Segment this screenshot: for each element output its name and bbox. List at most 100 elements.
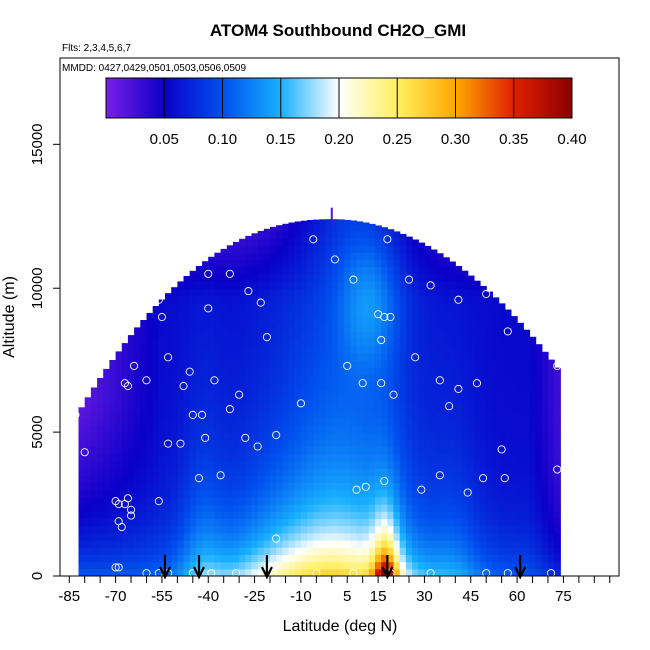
heatmap-cell	[183, 331, 191, 340]
heatmap-cell	[517, 374, 524, 383]
heatmap-cell	[226, 518, 234, 527]
heatmap-cell	[356, 396, 364, 404]
heatmap-cell	[121, 439, 129, 448]
heatmap-cell	[338, 353, 345, 361]
heatmap-cell	[103, 460, 110, 469]
heatmap-cell	[523, 353, 531, 361]
heatmap-cell	[294, 511, 302, 520]
heatmap-cell	[282, 331, 290, 340]
heatmap-cell	[356, 525, 364, 534]
heatmap-cell	[288, 281, 296, 289]
heatmap-cell	[300, 266, 308, 275]
heatmap-cell	[146, 446, 154, 455]
heatmap-cell	[84, 475, 92, 484]
heatmap-cell	[461, 468, 469, 476]
heatmap-cell	[443, 257, 450, 261]
heatmap-cell	[313, 309, 320, 318]
heatmap-cell	[90, 532, 98, 541]
heatmap-cell	[350, 504, 358, 512]
heatmap-cell	[245, 518, 253, 527]
heatmap-cell	[300, 259, 308, 268]
heatmap-cell	[510, 338, 518, 347]
heatmap-cell	[276, 259, 283, 268]
heatmap-cell	[356, 324, 364, 332]
heatmap-cell	[239, 266, 246, 275]
heatmap-cell	[177, 302, 185, 311]
heatmap-cell	[381, 302, 388, 311]
heatmap-cell	[152, 561, 160, 570]
heatmap-cell	[183, 345, 191, 354]
heatmap-cell	[331, 489, 339, 498]
heatmap-cell	[350, 288, 358, 296]
heatmap-cell	[208, 338, 215, 347]
heatmap-cell	[350, 230, 358, 239]
heatmap-cell	[418, 374, 426, 383]
heatmap-cell	[356, 475, 364, 484]
observation-point	[126, 505, 136, 514]
heatmap-cell	[510, 518, 518, 527]
observation-point	[479, 474, 488, 483]
heatmap-cell	[282, 317, 290, 325]
heatmap-cell	[121, 518, 129, 527]
heatmap-cell	[461, 525, 469, 534]
heatmap-cell	[115, 540, 123, 548]
heatmap-cell	[399, 475, 407, 484]
heatmap-cell	[523, 532, 531, 541]
heatmap-cell	[362, 281, 370, 289]
heatmap-cell	[220, 504, 228, 512]
heatmap-cell	[140, 396, 148, 404]
heatmap-cell	[189, 353, 197, 361]
heatmap-cell	[480, 345, 487, 354]
heatmap-cell	[393, 432, 401, 440]
heatmap-cell	[461, 281, 469, 289]
heatmap-cell	[245, 266, 253, 275]
heatmap-cell	[195, 547, 203, 555]
heatmap-cell	[233, 331, 240, 340]
heatmap-cell	[152, 345, 160, 354]
heatmap-cell	[362, 345, 370, 354]
heatmap-cell	[251, 561, 259, 570]
heatmap-cell	[362, 475, 370, 484]
heatmap-cell	[270, 295, 277, 304]
heatmap-cell	[109, 439, 117, 448]
heatmap-cell	[418, 561, 426, 570]
heatmap-cell	[325, 460, 333, 469]
heatmap-cell	[344, 496, 351, 505]
heatmap-cell	[554, 417, 561, 426]
heatmap-cell	[165, 424, 172, 433]
heatmap-cell	[214, 511, 222, 520]
heatmap-cell	[517, 446, 524, 455]
heatmap-cell	[165, 367, 172, 376]
heatmap-cell	[183, 396, 191, 404]
heatmap-cell	[220, 453, 228, 462]
heatmap-cell	[548, 439, 555, 448]
heatmap-cell	[480, 360, 487, 368]
heatmap-cell	[399, 496, 407, 505]
heatmap-cell	[504, 568, 512, 576]
heatmap-cell	[523, 338, 531, 347]
heatmap-cell	[220, 496, 228, 505]
heatmap-cell	[418, 281, 426, 289]
heatmap-cell	[307, 403, 314, 412]
heatmap-cell	[115, 554, 123, 563]
heatmap-cell	[257, 468, 265, 476]
heatmap-cell	[356, 439, 364, 448]
heatmap-cell	[134, 511, 141, 520]
heatmap-cell	[226, 245, 234, 253]
heatmap-cell	[356, 568, 364, 576]
heatmap-cell	[263, 345, 271, 354]
heatmap-cell	[375, 403, 382, 412]
heatmap-cell	[294, 281, 302, 289]
heatmap-cell	[535, 496, 543, 505]
observation-point	[386, 312, 395, 322]
heatmap-cell	[183, 489, 191, 498]
heatmap-cell	[498, 460, 506, 469]
observation-point	[207, 569, 216, 576]
heatmap-cell	[430, 561, 438, 570]
heatmap-cell	[381, 288, 388, 296]
heatmap-cell	[498, 453, 506, 462]
heatmap-cell	[239, 554, 246, 563]
heatmap-cell	[418, 324, 426, 332]
heatmap-cell	[84, 568, 92, 576]
heatmap-cell	[202, 568, 209, 576]
